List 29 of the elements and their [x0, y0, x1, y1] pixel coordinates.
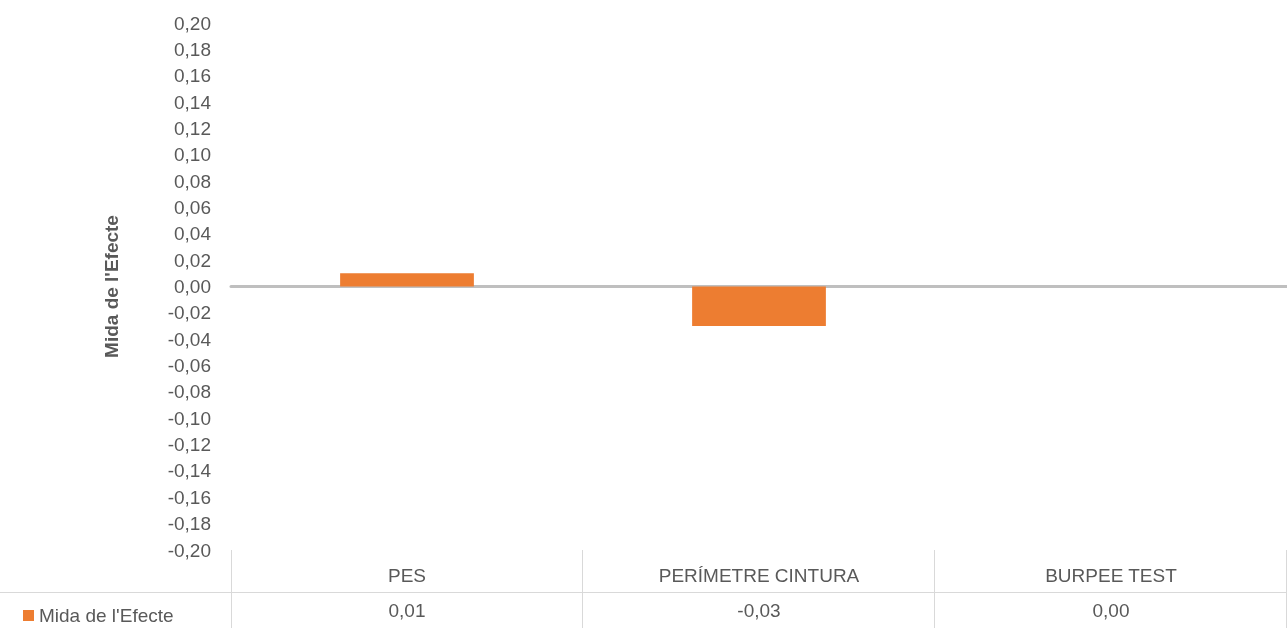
x-tick-label: PES: [387, 565, 427, 586]
y-tick-label: -0,20: [167, 539, 211, 561]
y-tick-label: 0,02: [174, 249, 211, 271]
y-tick-label: 0,20: [174, 12, 211, 34]
x-tick-label: BURPEE TEST: [1045, 565, 1178, 586]
y-tick-label: -0,04: [167, 328, 212, 350]
y-tick-label: 0,16: [174, 65, 211, 87]
y-tick-label: -0,10: [167, 407, 211, 429]
y-tick-label: -0,16: [167, 486, 211, 508]
x-tick-label: PERÍMETRE CINTURA: [658, 565, 860, 586]
y-tick-label: 0,14: [174, 91, 212, 113]
legend-label: Mida de l'Efecte: [39, 605, 174, 626]
data-label: 0,01: [387, 600, 427, 622]
y-tick-label: -0,06: [167, 355, 211, 377]
data-label: -0,03: [736, 600, 782, 622]
y-tick-label: -0,18: [167, 513, 211, 535]
y-tick-label: 0,00: [174, 276, 211, 297]
y-tick-label: 0,10: [174, 144, 211, 166]
y-axis-title: Mida de l'Efecte: [101, 215, 122, 358]
data-label: 0,00: [1091, 600, 1131, 622]
y-tick-label: 0,18: [174, 38, 211, 60]
y-tick-label: -0,08: [167, 381, 211, 403]
y-tick-label: 0,04: [174, 223, 212, 245]
y-tick-label: -0,02: [167, 302, 211, 324]
y-tick-label: 0,06: [174, 196, 211, 218]
y-tick-label: -0,14: [167, 460, 212, 482]
y-tick-label: -0,12: [167, 434, 211, 456]
y-tick-label: 0,12: [174, 117, 211, 139]
y-tick-label: 0,08: [174, 170, 211, 192]
